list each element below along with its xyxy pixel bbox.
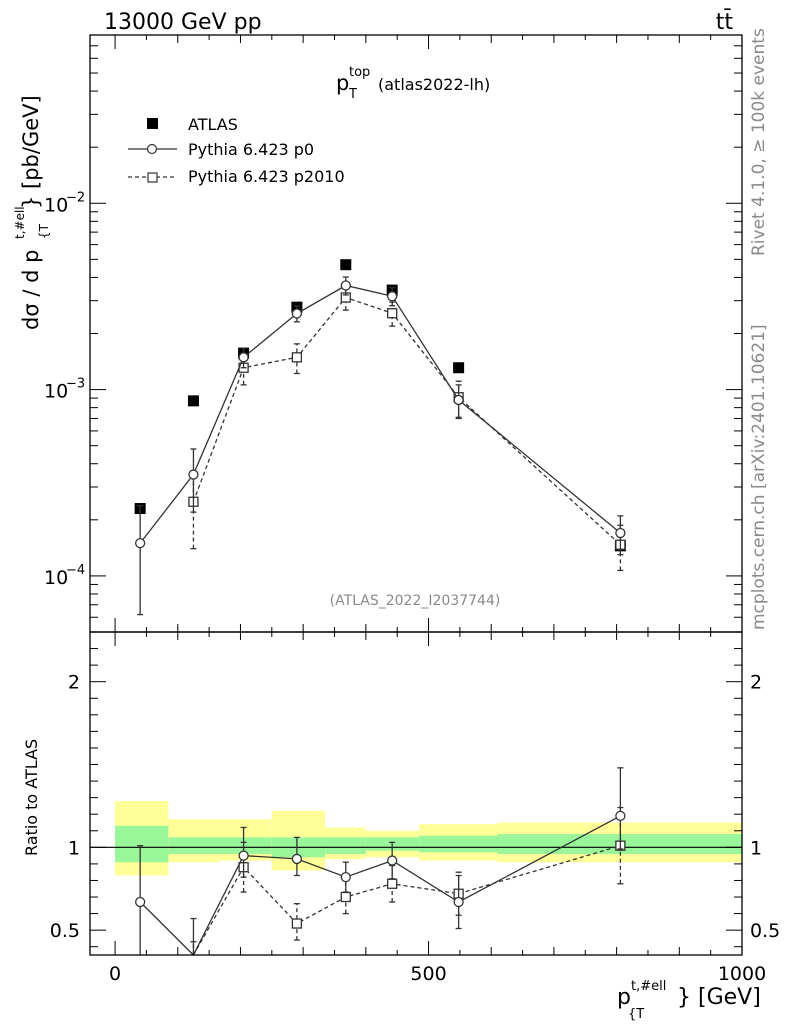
band-inner-2 [218,837,272,854]
ratio-p0-point-0 [135,896,146,908]
legend-marker-p0 [146,143,158,155]
main-panel-marks [134,259,626,616]
p0-point-4 [340,280,351,291]
ratio-p0-point-2 [238,850,249,861]
p0-point-3 [291,308,303,319]
legend-label-p0: Pythia 6.423 p0 [188,140,314,159]
rivet-version-label: Rivet 4.1.0, ≥ 100k events [749,28,769,256]
x-tick-label-2: 1000 [718,963,766,985]
ylabel-suffix-text: } [pb/GeV] [19,95,43,209]
ratio-p0-point-4 [340,871,351,883]
p2010-line [192,296,621,546]
ratio-y-tick-label-right-0: 0.5 [750,920,780,942]
main-y-tick-exp-2: −4 [66,563,85,578]
p0-line [139,284,621,544]
ylabel-text: dσ / d p [19,250,43,330]
ratio-y-tick-label-left-0: 0.5 [50,920,80,942]
ratio-p0-point-6 [453,896,464,908]
xlabel-suffix-text: } [GeV] [677,985,761,1010]
band-inner-6 [419,835,498,853]
atlas-point-4 [340,259,352,271]
legend-label-atlas: ATLAS [188,115,238,134]
ratio-frame [89,631,743,956]
x-axis-label: p t,#ell {T } [GeV] [617,979,761,1022]
title-sup-text: top [349,65,370,80]
band-inner-4 [325,837,366,854]
title-sub-text: T [348,87,357,102]
main-y-tick-exp-1: −3 [66,377,85,392]
ratio-p0-point-3 [291,853,303,865]
atlas-point-1 [187,395,199,407]
ylabel-sup-text: t,#ell [13,206,27,239]
xlabel-sup-text: t,#ell [631,979,666,994]
p0-point-1 [188,469,199,480]
p0-point-0 [135,537,146,549]
p0-point-6 [453,394,464,406]
x-tick-label-1: 500 [410,963,446,985]
p0-point-5 [387,291,398,302]
mcplots-reference-label: mcplots.cern.ch [arXiv:2401.10621] [749,324,769,630]
ratio-p2010-point-4 [340,891,351,903]
main-y-axis-label: dσ / d p t,#ell {T } [pb/GeV] [13,95,51,330]
xlabel-text: p [617,985,631,1010]
x-tick-label-0: 0 [109,963,121,985]
ratio-y-tick-label-right-2: 2 [750,672,762,694]
ratio-p0-point-5 [387,855,398,866]
ratio-p2010-point-3 [291,918,303,929]
main-y-tick-label-1: 10 [44,381,68,403]
main-y-tick-exp-0: −2 [66,190,85,205]
main-y-tick-label-0: 10 [44,194,68,216]
atlas-point-6 [453,362,465,374]
legend: ATLAS Pythia 6.423 p0 Pythia 6.423 p2010 [128,115,345,186]
main-y-tick-label-2: 10 [44,567,68,589]
ylabel-sub-text: {T [37,223,51,239]
title-main-text: p [336,71,349,95]
p2010-point-5 [387,308,398,319]
ratio-p0-point-7 [615,810,626,822]
band-inner-0 [115,825,169,863]
legend-label-p2010: Pythia 6.423 p2010 [188,167,345,186]
main-title: p top T (atlas2022-lh) [336,65,490,102]
title-suffix-text: (atlas2022-lh) [378,75,490,94]
ratio-y-tick-label-right-1: 1 [750,837,762,859]
analysis-watermark: (ATLAS_2022_I2037744) [330,593,501,609]
process-label: 13000 GeV pp [104,10,262,35]
p2010-point-3 [291,352,303,363]
ratio-y-tick-label-left-2: 2 [68,672,80,694]
p0-point-7 [615,527,626,539]
channel-label: tt̄ [716,9,734,35]
band-inner-1 [168,837,219,854]
ratio-p2010-point-5 [387,878,398,889]
ratio-uncertainty-bands [90,800,742,876]
legend-marker-p2010 [147,172,158,183]
ratio-y-tick-label-left-1: 1 [68,837,80,859]
xlabel-sub-text: {T [628,1007,644,1022]
ratio-y-axis-label: Ratio to ATLAS [22,739,41,856]
legend-marker-atlas [147,118,158,129]
p0-point-2 [238,352,249,363]
ratio-p0-line [139,815,621,957]
ratio-panel-marks [135,767,626,957]
